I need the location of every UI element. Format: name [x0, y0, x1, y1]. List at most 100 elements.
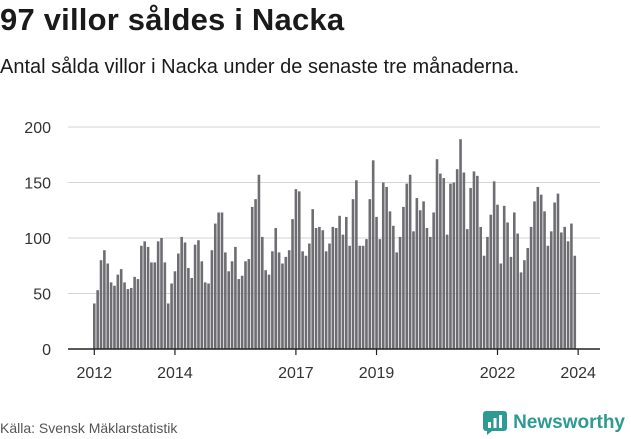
bar	[257, 174, 261, 349]
y-tick-label: 50	[33, 287, 51, 304]
bar	[402, 206, 405, 349]
bar	[190, 277, 194, 349]
bar	[371, 160, 375, 349]
bar	[513, 212, 516, 349]
bar	[502, 205, 506, 349]
bar	[183, 242, 187, 349]
bar	[311, 209, 314, 349]
bar	[203, 282, 207, 349]
bar	[160, 238, 163, 349]
bar	[133, 276, 136, 349]
bar	[197, 240, 200, 349]
bar	[129, 287, 133, 349]
bar	[506, 222, 509, 349]
bar	[452, 182, 456, 349]
bar	[328, 243, 331, 349]
bar	[93, 303, 96, 349]
bar	[240, 275, 244, 349]
bar	[267, 274, 271, 349]
bar	[556, 193, 560, 349]
x-tick-label: 2019	[359, 365, 395, 382]
page-title: 97 villor såldes i Nacka	[0, 2, 345, 37]
bar	[479, 226, 482, 349]
bar	[338, 215, 341, 349]
bar	[563, 226, 566, 349]
bar	[244, 261, 247, 349]
bar	[348, 245, 351, 349]
bar	[271, 251, 274, 349]
bar	[294, 189, 298, 349]
bar	[469, 188, 472, 349]
bar	[442, 178, 446, 349]
bar	[207, 283, 210, 349]
bar	[331, 226, 335, 349]
bar	[439, 173, 442, 349]
bar	[365, 239, 368, 349]
bar	[355, 180, 358, 349]
bar	[543, 211, 546, 349]
bar	[213, 223, 217, 349]
x-tick-label: 2022	[480, 365, 516, 382]
bar	[519, 272, 523, 349]
bar	[432, 212, 435, 349]
bar	[321, 230, 325, 349]
source-note: Källa: Svensk Mäklarstatistik	[0, 420, 178, 436]
bar	[291, 219, 294, 349]
bar	[462, 172, 466, 349]
brand-name: Newsworthy	[513, 412, 625, 433]
bar	[180, 236, 183, 349]
bar	[412, 231, 415, 349]
bar	[536, 186, 540, 349]
x-tick-label: 2014	[157, 365, 193, 382]
bar	[381, 182, 385, 349]
bar	[489, 214, 493, 349]
bar	[224, 252, 227, 349]
bar	[368, 199, 372, 349]
bar	[549, 231, 553, 349]
bar	[163, 262, 167, 349]
bar	[533, 201, 536, 349]
bar	[143, 241, 146, 349]
bar	[516, 233, 519, 349]
bar	[264, 270, 267, 349]
bar	[523, 260, 526, 349]
bar	[465, 229, 469, 349]
bar	[103, 250, 106, 349]
bar	[119, 269, 123, 349]
bar	[254, 199, 257, 349]
bar	[341, 234, 345, 349]
bar	[150, 262, 153, 349]
bar	[297, 191, 301, 349]
brand[interactable]: Newsworthy	[483, 411, 625, 435]
bar	[193, 244, 197, 349]
bar	[553, 202, 556, 349]
bar	[227, 271, 230, 349]
bar	[308, 243, 311, 349]
bar	[247, 259, 251, 349]
bar	[140, 245, 143, 349]
newsworthy-logo-icon	[483, 411, 508, 435]
bar	[153, 262, 157, 349]
bar	[415, 198, 419, 349]
bar	[529, 226, 533, 349]
bar	[526, 247, 530, 349]
x-tick-label: 2017	[278, 365, 314, 382]
bar	[429, 236, 432, 349]
bar	[116, 274, 120, 349]
bar	[570, 223, 573, 349]
bar	[314, 228, 318, 349]
bar	[220, 212, 224, 349]
bar	[166, 303, 170, 349]
bar	[496, 204, 499, 349]
bar	[351, 199, 355, 349]
x-tick-label: 2024	[560, 365, 596, 382]
bar	[482, 255, 486, 349]
bar	[136, 279, 140, 349]
bar	[230, 261, 234, 349]
bar	[425, 228, 429, 349]
bar	[509, 256, 513, 349]
bar	[378, 239, 382, 349]
bar	[418, 210, 422, 349]
bar	[106, 263, 110, 349]
